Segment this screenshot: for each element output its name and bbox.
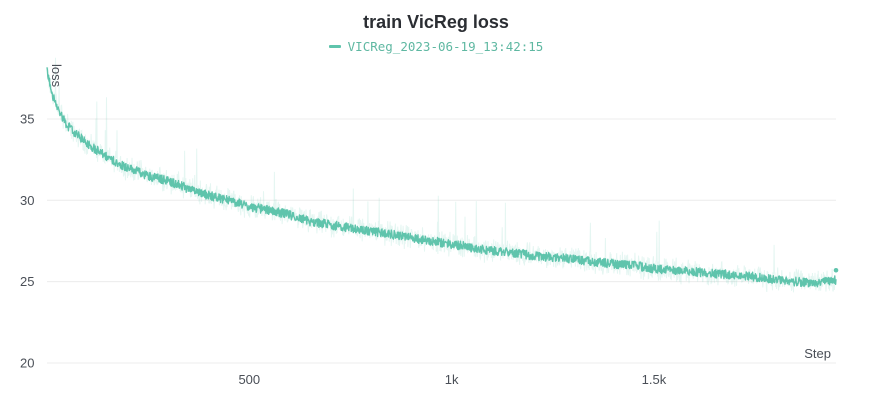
x-tick-label: 1.5k <box>642 372 667 387</box>
legend-swatch <box>328 45 341 48</box>
legend[interactable]: VICReg_2023-06-19_13:42:15 <box>0 39 872 54</box>
x-tick-labels: 500 1k 1.5k <box>238 372 666 387</box>
y-tick-label: 20 <box>20 356 34 371</box>
y-tick-label: 30 <box>20 193 34 208</box>
chart-title: train VicReg loss <box>363 12 509 32</box>
series-last-point <box>833 267 839 273</box>
y-tick-label: 25 <box>20 274 34 289</box>
y-tick-labels: 20 25 30 35 <box>20 111 34 370</box>
series-raw-line <box>46 57 837 293</box>
x-tick-label: 500 <box>238 372 260 387</box>
y-axis-label: loss <box>49 64 64 88</box>
x-tick-label: 1k <box>445 372 459 387</box>
series-line[interactable] <box>46 67 837 288</box>
y-tick-label: 35 <box>20 111 34 126</box>
legend-label-series-1: VICReg_2023-06-19_13:42:15 <box>347 39 544 54</box>
series-group <box>46 57 839 293</box>
x-axis-label: Step <box>804 346 831 361</box>
grid-lines <box>47 118 836 364</box>
